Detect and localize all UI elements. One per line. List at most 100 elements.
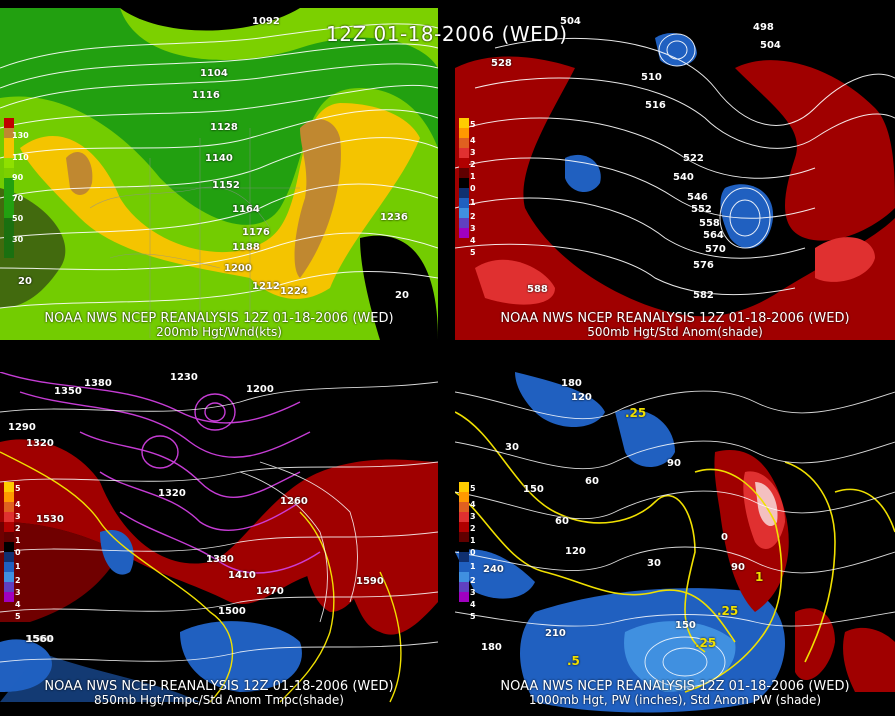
legend-label: 1	[470, 536, 476, 545]
legend-label: 110	[12, 153, 29, 162]
contour-label: 540	[673, 172, 694, 183]
contour-label: 1410	[228, 570, 256, 581]
contour-label: 1152	[212, 180, 240, 191]
contour-label: 20	[395, 290, 409, 301]
anom-legend	[459, 118, 469, 238]
pw-label: 1	[755, 570, 764, 584]
contour-label: 240	[483, 564, 504, 575]
legend-label: 2	[470, 160, 476, 169]
contour-label: 180	[561, 378, 582, 389]
legend-label: 4	[470, 500, 476, 509]
contour-label: 1104	[200, 68, 228, 79]
legend-label: 0	[470, 184, 476, 193]
contour-label: 30	[647, 558, 661, 569]
contour-label: 1092	[252, 16, 280, 27]
contour-label: 1188	[232, 242, 260, 253]
legend-label: 2	[15, 576, 21, 585]
contour-label: 1140	[205, 153, 233, 164]
legend-label: 2	[15, 524, 21, 533]
caption-1: NOAA NWS NCEP REANALYSIS 12Z 01-18-2006 …	[500, 311, 850, 326]
contour-label: 90	[731, 562, 745, 573]
caption-1: NOAA NWS NCEP REANALYSIS 12Z 01-18-2006 …	[500, 679, 850, 694]
caption-2: 850mb Hgt/Tmpc/Std Anom Tmpc(shade)	[94, 693, 344, 707]
anom-legend	[459, 482, 469, 602]
contour-label: 510	[641, 72, 662, 83]
contour-label: 1164	[232, 204, 260, 215]
contour-label: 1290	[8, 422, 36, 433]
contour-label: 516	[645, 100, 666, 111]
legend-label: 3	[15, 588, 21, 597]
legend-label: 1	[470, 562, 476, 571]
map-1000mb	[455, 372, 895, 716]
legend-label: 130	[12, 131, 29, 140]
contour-label: 522	[683, 153, 704, 164]
legend-label: 70	[12, 194, 24, 203]
legend-label: 5	[15, 484, 21, 493]
map-500mb	[455, 8, 895, 340]
legend-label: 2	[470, 524, 476, 533]
legend-label: 5	[470, 248, 476, 257]
legend-label: 3	[15, 512, 21, 521]
legend-label: 2	[470, 212, 476, 221]
map-200mb	[0, 8, 438, 340]
contour-label: 1128	[210, 122, 238, 133]
legend-label: 5	[470, 612, 476, 621]
contour-label: 1560	[26, 634, 54, 645]
legend-label: 4	[470, 600, 476, 609]
caption-1: NOAA NWS NCEP REANALYSIS 12Z 01-18-2006 …	[44, 311, 394, 326]
legend-label: 1	[15, 536, 21, 545]
panel-200mb: 130 110 90 70 50 30 1092 1104 1116 1128 …	[0, 8, 438, 340]
contour-label: 1212	[252, 281, 280, 292]
contour-label: 576	[693, 260, 714, 271]
panel-500mb: 5 4 3 2 1 0 1 2 3 4 5 504 498 504 510 51…	[455, 8, 895, 340]
contour-label: 150	[523, 484, 544, 495]
contour-label: 498	[753, 22, 774, 33]
legend-label: 3	[470, 512, 476, 521]
contour-label: 1224	[280, 286, 308, 297]
panel-1000mb: 5 4 3 2 1 0 1 2 3 4 5 180 150 120 90 60 …	[455, 372, 895, 716]
contour-label: 1560	[25, 634, 53, 645]
legend-label: 0	[470, 548, 476, 557]
legend-label: 2	[470, 576, 476, 585]
contour-label: 1380	[206, 554, 234, 565]
contour-label: 60	[555, 516, 569, 527]
panel-850mb: 5 4 3 2 1 0 1 2 3 4 5 1380 1350 1290 132…	[0, 372, 438, 716]
contour-label: 1500	[218, 606, 246, 617]
caption-2: 500mb Hgt/Std Anom(shade)	[587, 325, 763, 339]
legend-label: 3	[470, 224, 476, 233]
contour-label: 120	[565, 546, 586, 557]
contour-label: 1380	[84, 378, 112, 389]
contour-label: 1200	[224, 263, 252, 274]
legend-label: 5	[15, 612, 21, 621]
contour-label: 582	[693, 290, 714, 301]
contour-label: 1200	[246, 384, 274, 395]
pw-label: .25	[695, 636, 717, 650]
contour-label: 1230	[170, 372, 198, 383]
contour-label: 1320	[158, 488, 186, 499]
legend-label: 3	[470, 148, 476, 157]
pw-label: .25	[717, 604, 739, 618]
contour-label: 180	[481, 642, 502, 653]
legend-label: 4	[470, 136, 476, 145]
contour-label: 528	[491, 58, 512, 69]
legend-label: 1	[15, 562, 21, 571]
contour-label: 564	[703, 230, 724, 241]
contour-label: 1116	[192, 90, 220, 101]
legend-label: 50	[12, 214, 24, 223]
contour-label: 0	[721, 532, 728, 543]
legend-label: 1	[470, 172, 476, 181]
contour-label: 60	[585, 476, 599, 487]
legend-label: 0	[15, 548, 21, 557]
anom-legend	[4, 482, 14, 602]
pw-label: .5	[567, 654, 580, 668]
legend-label: 4	[15, 600, 21, 609]
contour-label: 1530	[36, 514, 64, 525]
contour-label: 504	[560, 16, 581, 27]
wind-legend	[4, 118, 14, 258]
contour-label: 558	[699, 218, 720, 229]
caption-1: NOAA NWS NCEP REANALYSIS 12Z 01-18-2006 …	[44, 679, 394, 694]
legend-label: 5	[470, 120, 476, 129]
contour-label: 120	[571, 392, 592, 403]
legend-label: 3	[470, 588, 476, 597]
contour-label: 570	[705, 244, 726, 255]
